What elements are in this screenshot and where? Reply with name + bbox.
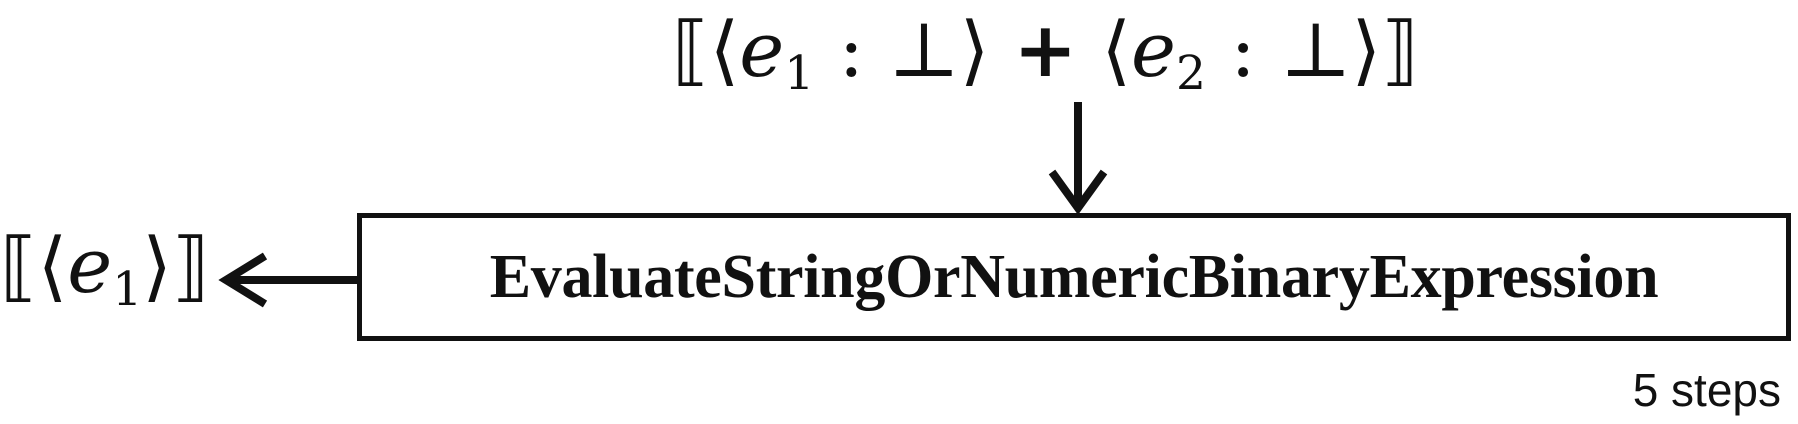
output-expression: ⟦⟨e1⟩⟧: [0, 221, 210, 318]
output-sub: 1: [112, 262, 143, 318]
input-open-bracket: ⟦: [672, 5, 710, 94]
input-operator: +: [1013, 5, 1078, 94]
function-name: EvaluateStringOrNumericBinaryExpression: [489, 242, 1659, 311]
input-right-sep: :: [1230, 5, 1256, 94]
input-left-var: e: [739, 5, 785, 94]
output-var: e: [67, 221, 113, 310]
output-open-bracket: ⟦: [0, 221, 38, 310]
step-count: 5 steps: [1632, 364, 1781, 416]
input-left-sub: 1: [784, 46, 815, 102]
function-box: EvaluateStringOrNumericBinaryExpression: [357, 213, 1791, 341]
left-arrow-icon: [218, 252, 357, 308]
down-arrow-icon: [1048, 102, 1108, 215]
input-expression: ⟦⟨e1 : ⊥⟩ + ⟨e2 : ⊥⟩⟧: [672, 5, 1419, 102]
input-left-sep: :: [838, 5, 865, 94]
input-right-sub: 2: [1176, 46, 1207, 102]
output-close-bracket: ⟧: [171, 221, 210, 310]
input-right-var: e: [1131, 5, 1177, 94]
input-left-val: ⊥: [888, 5, 960, 94]
input-right-val: ⊥: [1279, 5, 1352, 94]
input-close-bracket: ⟧: [1381, 5, 1419, 94]
